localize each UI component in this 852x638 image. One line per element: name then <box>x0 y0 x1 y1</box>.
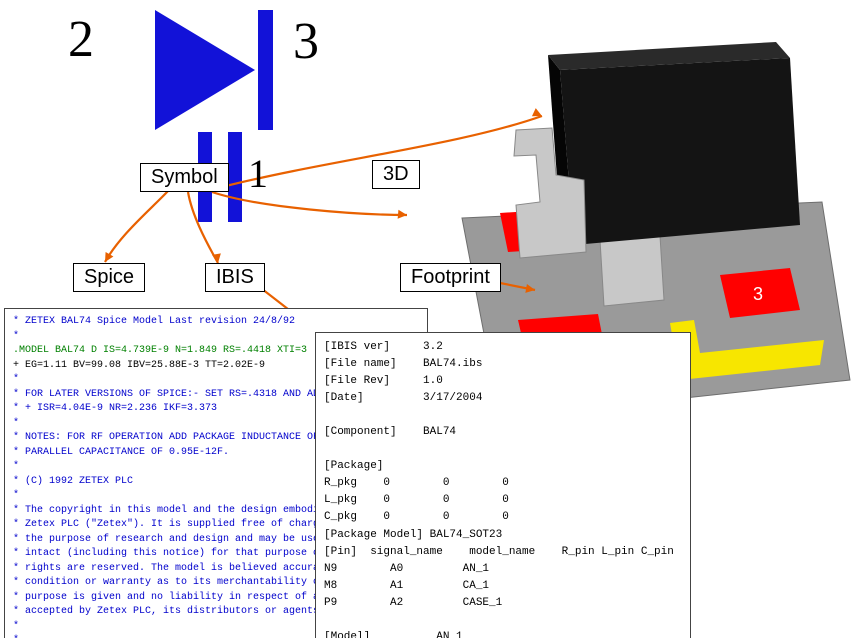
spice-label-box: Spice <box>73 263 145 292</box>
pin-3-label: 3 <box>293 12 319 71</box>
ibis-label-box: IBIS <box>205 263 265 292</box>
pin-1-label: 1 <box>248 150 268 197</box>
symbol-label-box: Symbol <box>140 163 229 192</box>
footprint-label-box: Footprint <box>400 263 501 292</box>
pin-2-label: 2 <box>68 10 94 69</box>
svg-text:3: 3 <box>753 284 763 304</box>
3d-label-box: 3D <box>372 160 420 189</box>
ibis-model-text: [IBIS ver] 3.2 [File name] BAL74.ibs [Fi… <box>315 332 691 638</box>
